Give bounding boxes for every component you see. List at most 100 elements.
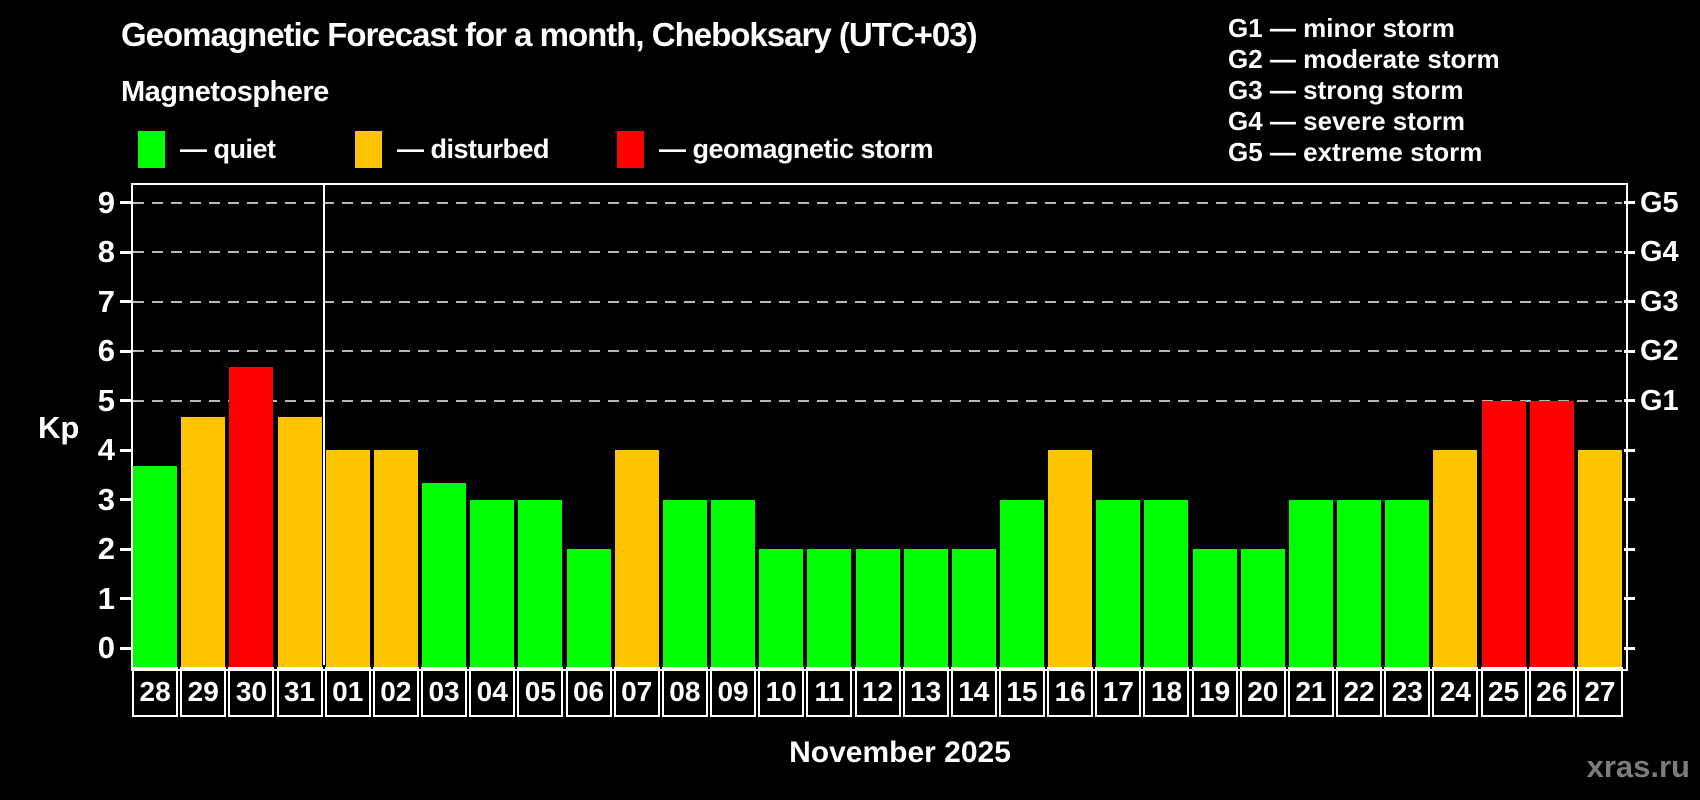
- y-axis-label: Kp: [38, 410, 80, 445]
- kp-bar-25: [1481, 400, 1526, 667]
- y-tick-label-9: 9: [97, 184, 115, 220]
- y-tick-label-7: 7: [97, 283, 115, 319]
- gridline-kp8: [133, 251, 1622, 253]
- y-tick-left-4: [120, 448, 131, 452]
- kp-bar-13: [903, 549, 948, 667]
- kp-bar-07: [614, 450, 659, 667]
- kp-bar-23: [1385, 499, 1430, 667]
- gridline-kp9: [133, 201, 1622, 204]
- date-box-13: 13: [902, 667, 949, 717]
- legend-item-storm: — geomagnetic storm: [617, 131, 934, 168]
- date-box-02: 02: [372, 667, 419, 717]
- storm-legend-line-g4: G4 — severe storm: [1228, 106, 1466, 136]
- kp-bar-20: [1240, 549, 1285, 667]
- kp-bar-22: [1337, 499, 1382, 667]
- y-tick-right-8: [1624, 250, 1635, 254]
- y-tick-left-3: [120, 498, 131, 501]
- date-box-19: 19: [1191, 667, 1238, 717]
- y-tick-label-0: 0: [97, 630, 115, 665]
- right-axis-label-g1: G1: [1640, 384, 1679, 417]
- date-box-11: 11: [806, 667, 853, 717]
- chart-subtitle: Magnetosphere: [121, 76, 329, 108]
- date-box-01: 01: [324, 667, 371, 717]
- date-box-09: 09: [710, 667, 757, 717]
- date-box-08: 08: [661, 667, 708, 717]
- quiet-swatch-icon: [138, 131, 165, 168]
- date-box-10: 10: [758, 667, 805, 717]
- y-tick-label-6: 6: [97, 333, 115, 368]
- date-box-31: 31: [276, 667, 323, 717]
- y-tick-label-3: 3: [97, 481, 115, 517]
- legend-item-disturbed: — disturbed: [355, 131, 550, 168]
- y-tick-left-1: [120, 597, 131, 600]
- y-tick-label-5: 5: [97, 382, 115, 418]
- right-axis-label-g3: G3: [1640, 285, 1679, 318]
- date-box-03: 03: [421, 667, 468, 717]
- legend-label-storm: — geomagnetic storm: [659, 134, 934, 164]
- kp-bar-27: [1577, 450, 1622, 667]
- date-box-24: 24: [1432, 667, 1479, 717]
- date-box-06: 06: [565, 667, 612, 717]
- legend-label-disturbed: — disturbed: [397, 134, 550, 164]
- storm-swatch-icon: [617, 131, 644, 168]
- y-tick-right-7: [1624, 300, 1635, 303]
- x-axis-label: November 2025: [789, 736, 1011, 769]
- y-tick-right-6: [1624, 349, 1635, 353]
- date-box-20: 20: [1239, 667, 1286, 717]
- date-box-15: 15: [998, 667, 1045, 717]
- kp-bar-03: [422, 483, 467, 667]
- kp-bar-11: [807, 549, 852, 667]
- y-tick-left-7: [120, 300, 131, 303]
- kp-bar-01: [325, 450, 370, 667]
- date-box-04: 04: [469, 667, 516, 717]
- y-tick-right-2: [1624, 547, 1635, 551]
- date-box-22: 22: [1336, 667, 1383, 717]
- storm-legend-line-g3: G3 — strong storm: [1228, 75, 1464, 105]
- storm-legend-line-g5: G5 — extreme storm: [1228, 137, 1483, 167]
- kp-bar-14: [951, 549, 996, 667]
- gridline-kp6: [133, 350, 1622, 352]
- month-separator-line: [322, 185, 325, 665]
- kp-bar-15: [999, 499, 1044, 667]
- kp-bar-28: [133, 466, 178, 667]
- kp-bar-06: [566, 549, 611, 667]
- y-tick-label-8: 8: [97, 234, 115, 269]
- y-tick-label-1: 1: [97, 580, 115, 616]
- date-box-25: 25: [1480, 667, 1527, 717]
- right-axis-label-g2: G2: [1640, 335, 1679, 367]
- kp-bar-26: [1529, 400, 1574, 667]
- y-tick-right-4: [1624, 448, 1635, 452]
- kp-bar-16: [1048, 450, 1093, 667]
- kp-bar-31: [277, 416, 322, 667]
- date-box-21: 21: [1287, 667, 1334, 717]
- gridline-kp7: [133, 300, 1622, 303]
- y-tick-label-4: 4: [97, 432, 115, 467]
- y-tick-left-8: [120, 250, 131, 254]
- date-box-26: 26: [1528, 667, 1575, 717]
- date-box-17: 17: [1095, 667, 1142, 717]
- kp-bar-12: [855, 549, 900, 667]
- y-tick-right-0: [1624, 646, 1635, 650]
- kp-bar-21: [1288, 499, 1333, 667]
- y-tick-label-2: 2: [97, 531, 115, 566]
- right-axis-label-g4: G4: [1640, 236, 1679, 268]
- y-tick-right-9: [1624, 201, 1635, 204]
- storm-scale-legend: G1 — minor storm G2 — moderate storm G3 — …: [1228, 13, 1500, 168]
- storm-legend-line-g2: G2 — moderate storm: [1228, 44, 1500, 74]
- kp-bar-17: [1096, 499, 1141, 667]
- legend-label-quiet: — quiet: [180, 134, 276, 164]
- kp-bar-02: [373, 450, 418, 667]
- disturbed-swatch-icon: [355, 131, 382, 168]
- date-box-23: 23: [1384, 667, 1431, 717]
- date-box-12: 12: [854, 667, 901, 717]
- date-box-30: 30: [228, 667, 275, 717]
- legend-item-quiet: — quiet: [138, 131, 276, 168]
- date-box-28: 28: [132, 667, 179, 717]
- kp-bar-24: [1433, 450, 1478, 667]
- date-box-16: 16: [1047, 667, 1094, 717]
- date-box-05: 05: [517, 667, 564, 717]
- y-tick-left-5: [120, 399, 131, 402]
- date-box-14: 14: [950, 667, 997, 717]
